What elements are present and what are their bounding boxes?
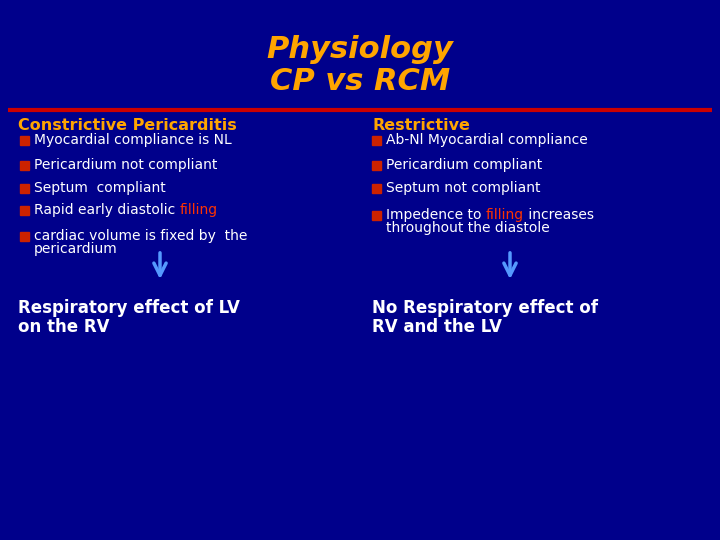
Text: increases: increases <box>524 208 594 222</box>
Text: No Respiratory effect of: No Respiratory effect of <box>372 299 598 317</box>
Text: filling: filling <box>486 208 524 222</box>
Bar <box>372 211 381 220</box>
Text: CP vs RCM: CP vs RCM <box>270 68 450 97</box>
Bar <box>372 161 381 170</box>
Text: Rapid early diastolic: Rapid early diastolic <box>34 203 179 217</box>
Text: Constrictive Pericarditis: Constrictive Pericarditis <box>18 118 237 132</box>
Text: filling: filling <box>179 203 217 217</box>
Text: Septum not compliant: Septum not compliant <box>386 181 541 195</box>
Text: Pericardium compliant: Pericardium compliant <box>386 158 542 172</box>
Bar <box>20 184 29 193</box>
Text: cardiac volume is fixed by  the: cardiac volume is fixed by the <box>34 229 248 243</box>
Text: Ab-Nl Myocardial compliance: Ab-Nl Myocardial compliance <box>386 133 588 147</box>
Text: RV and the LV: RV and the LV <box>372 318 502 336</box>
Bar <box>372 184 381 193</box>
Text: Respiratory effect of LV: Respiratory effect of LV <box>18 299 240 317</box>
Bar <box>20 136 29 145</box>
Text: Physiology: Physiology <box>266 36 454 64</box>
Text: Impedence to: Impedence to <box>386 208 486 222</box>
Text: Restrictive: Restrictive <box>372 118 470 132</box>
Bar <box>372 136 381 145</box>
Text: pericardium: pericardium <box>34 242 118 256</box>
Bar <box>20 232 29 241</box>
Bar <box>20 206 29 215</box>
Text: throughout the diastole: throughout the diastole <box>386 221 550 235</box>
Text: Pericardium not compliant: Pericardium not compliant <box>34 158 217 172</box>
Text: Myocardial compliance is NL: Myocardial compliance is NL <box>34 133 232 147</box>
Text: Septum  compliant: Septum compliant <box>34 181 166 195</box>
Bar <box>20 161 29 170</box>
Text: on the RV: on the RV <box>18 318 109 336</box>
